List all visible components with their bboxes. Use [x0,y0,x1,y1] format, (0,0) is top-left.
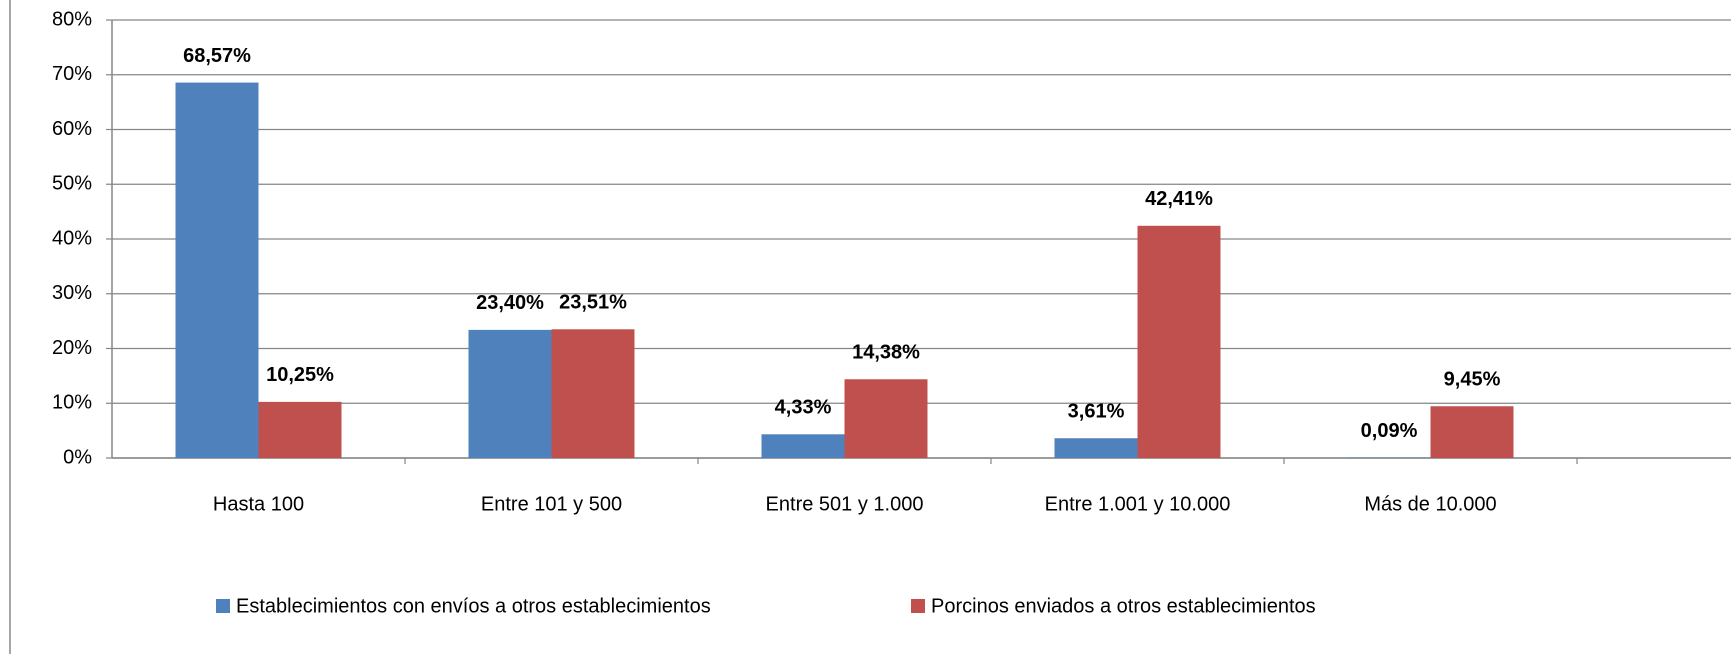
y-tick-label: 20% [52,337,92,359]
bar [1137,225,1221,458]
bar [551,329,635,458]
x-tick-label: Entre 1.001 y 10.000 [1045,493,1231,515]
legend-swatch [216,599,230,613]
value-label: 68,57% [183,45,251,67]
y-tick-label: 0% [63,446,92,468]
value-label: 42,41% [1145,188,1213,210]
legend-swatch [911,599,925,613]
legend-label: Porcinos enviados a otros establecimient… [931,595,1316,617]
value-label: 9,45% [1444,369,1501,391]
x-tick-label: Más de 10.000 [1364,493,1496,515]
value-label: 23,51% [559,292,627,314]
value-label: 3,61% [1068,401,1125,423]
y-tick-label: 10% [52,392,92,414]
legend-label: Establecimientos con envíos a otros esta… [236,595,711,617]
y-tick-label: 50% [52,173,92,195]
value-label: 10,25% [266,364,334,386]
bar [1430,406,1514,458]
x-tick-label: Hasta 100 [213,493,304,515]
bar [1054,438,1138,458]
y-tick-label: 80% [52,8,92,30]
y-tick-label: 40% [52,227,92,249]
bar [761,434,845,458]
bar [468,329,552,458]
value-label: 4,33% [775,397,832,419]
value-label: 23,40% [476,292,544,314]
x-tick-label: Entre 101 y 500 [481,493,622,515]
value-label: 14,38% [852,342,920,364]
value-label: 0,09% [1361,420,1418,442]
x-tick-label: Entre 501 y 1.000 [766,493,924,515]
y-tick-label: 30% [52,282,92,304]
bar [175,82,259,458]
y-tick-label: 60% [52,118,92,140]
bar [844,379,928,458]
y-tick-label: 70% [52,63,92,85]
bar [258,401,342,458]
